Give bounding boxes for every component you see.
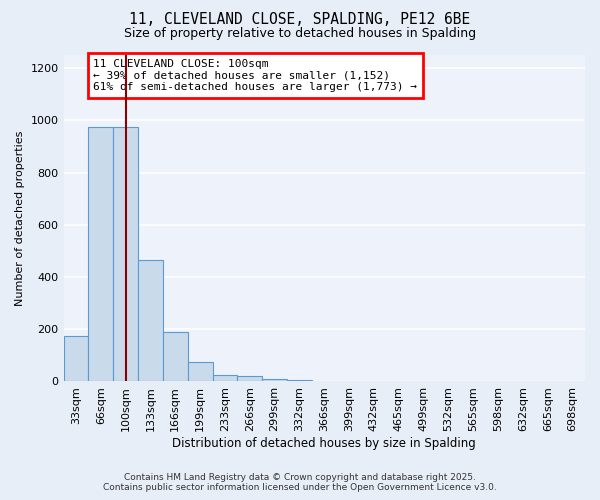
Bar bbox=[64, 336, 88, 382]
Bar bbox=[88, 127, 113, 382]
X-axis label: Distribution of detached houses by size in Spalding: Distribution of detached houses by size … bbox=[172, 437, 476, 450]
Bar bbox=[287, 380, 312, 382]
Bar bbox=[188, 362, 212, 382]
Bar bbox=[138, 260, 163, 382]
Bar bbox=[212, 375, 238, 382]
Text: Contains HM Land Registry data © Crown copyright and database right 2025.
Contai: Contains HM Land Registry data © Crown c… bbox=[103, 473, 497, 492]
Bar bbox=[337, 381, 362, 382]
Bar bbox=[113, 127, 138, 382]
Bar bbox=[312, 380, 337, 382]
Bar bbox=[238, 376, 262, 382]
Text: 11 CLEVELAND CLOSE: 100sqm
← 39% of detached houses are smaller (1,152)
61% of s: 11 CLEVELAND CLOSE: 100sqm ← 39% of deta… bbox=[94, 59, 418, 92]
Y-axis label: Number of detached properties: Number of detached properties bbox=[15, 130, 25, 306]
Bar bbox=[163, 332, 188, 382]
Text: 11, CLEVELAND CLOSE, SPALDING, PE12 6BE: 11, CLEVELAND CLOSE, SPALDING, PE12 6BE bbox=[130, 12, 470, 28]
Text: Size of property relative to detached houses in Spalding: Size of property relative to detached ho… bbox=[124, 28, 476, 40]
Bar bbox=[262, 379, 287, 382]
